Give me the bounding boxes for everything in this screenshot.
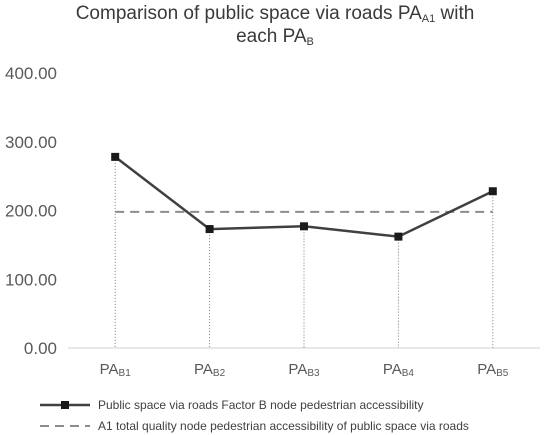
data-point-marker bbox=[205, 225, 214, 234]
legend-main-label: Public space via roads Factor B node ped… bbox=[98, 398, 424, 412]
main-series bbox=[111, 152, 497, 241]
x-category-label: PAB3 bbox=[288, 361, 320, 379]
legend-reference-label: A1 total quality node pedestrian accessi… bbox=[98, 419, 469, 433]
y-tick-label: 400.00 bbox=[5, 64, 57, 83]
chart-title-line-1: Comparison of public space via roads PAA… bbox=[75, 3, 475, 25]
x-category-label: PAB4 bbox=[383, 361, 415, 379]
y-tick-label: 100.00 bbox=[5, 270, 57, 289]
legend-main-swatch-marker bbox=[61, 401, 69, 409]
data-point-marker bbox=[394, 232, 403, 241]
y-axis-ticks: 0.00 100.00 200.00 300.00 400.00 bbox=[5, 64, 57, 358]
y-tick-label: 200.00 bbox=[5, 202, 57, 221]
x-axis-categories: PAB1 PAB2 PAB3 PAB4 PAB5 bbox=[100, 361, 509, 379]
x-category-label: PAB5 bbox=[477, 361, 509, 379]
chart-title-line-2: each PAB bbox=[236, 26, 314, 48]
x-category-label: PAB2 bbox=[194, 361, 226, 379]
y-tick-label: 0.00 bbox=[24, 339, 57, 358]
legend: Public space via roads Factor B node ped… bbox=[40, 398, 469, 433]
y-tick-label: 300.00 bbox=[5, 133, 57, 152]
data-point-marker bbox=[488, 187, 497, 196]
data-point-marker bbox=[300, 222, 308, 231]
chart-title: Comparison of public space via roads PAA… bbox=[0, 2, 550, 48]
data-point-marker bbox=[111, 152, 120, 161]
drop-lines bbox=[114, 156, 494, 348]
x-category-label: PAB1 bbox=[100, 361, 132, 379]
